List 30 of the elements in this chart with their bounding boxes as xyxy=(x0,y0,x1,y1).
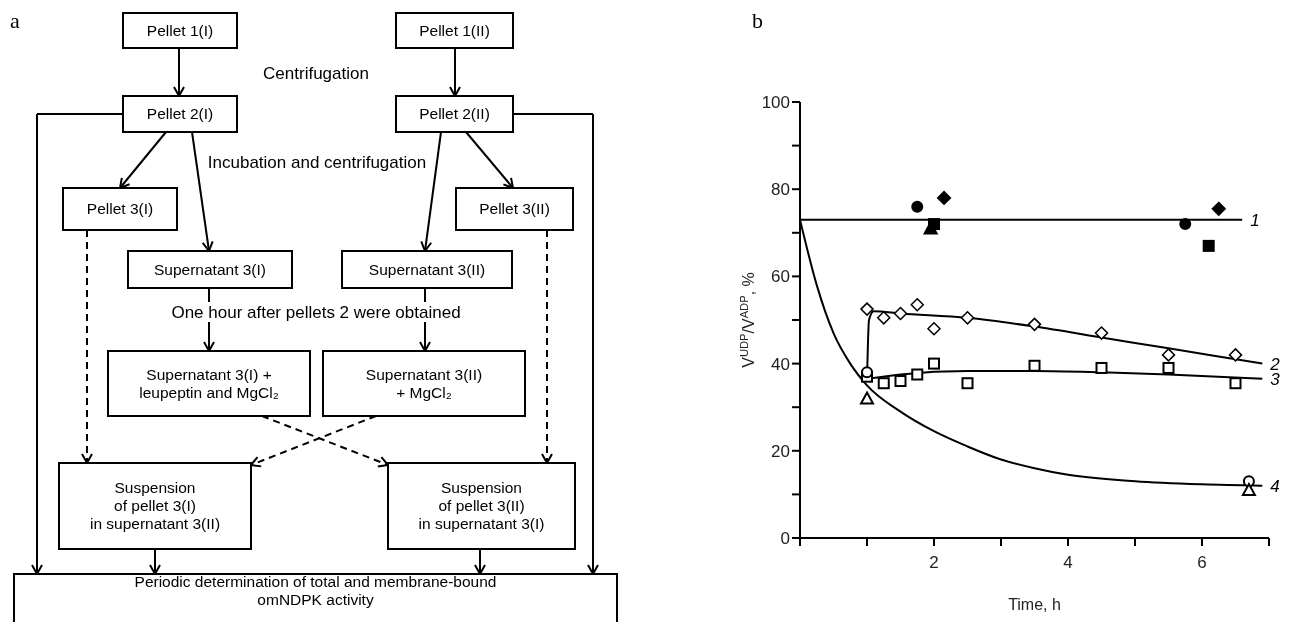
x-tick-label: 4 xyxy=(1063,553,1073,573)
series-label: 4 xyxy=(1270,476,1280,496)
text: Pellet 2(I) xyxy=(146,105,214,123)
text: Supernatant 3(I) xyxy=(153,260,267,278)
text: Pellet 1(I) xyxy=(146,21,214,39)
text: Supernatant 3(II) + MgCl₂ xyxy=(365,365,483,401)
x-tick-label: 2 xyxy=(929,553,939,573)
text: a xyxy=(10,8,20,33)
text: Pellet 2(II) xyxy=(419,105,490,123)
y-tick-label: 60 xyxy=(771,267,790,287)
text: Suspension of pellet 3(II) in supernatant 3(I) xyxy=(418,479,545,533)
text: Periodic determination of total and membrane-bound omNDPK activity xyxy=(134,573,497,609)
y-tick-label: 40 xyxy=(771,354,790,374)
x-axis-title: Time, h xyxy=(1008,596,1061,613)
text: Pellet 1(II) xyxy=(419,21,490,39)
text: Pellet 3(II) xyxy=(479,200,550,218)
text: Suspension of pellet 3(I) in supernatant 3(II) xyxy=(89,479,221,533)
y-tick-label: 20 xyxy=(771,441,790,461)
text: Incubation and centrifugation xyxy=(207,153,427,172)
y-tick-label: 0 xyxy=(780,529,790,549)
x-tick-label: 6 xyxy=(1197,553,1207,573)
chart-title: b xyxy=(752,8,763,33)
text: Centrifugation xyxy=(263,64,369,83)
text: Pellet 3(I) xyxy=(86,200,154,218)
text: Supernatant 3(I) + leupeptin and MgCl₂ xyxy=(139,365,279,401)
y-tick-label: 80 xyxy=(771,180,790,200)
text: One hour after pellets 2 were obtained xyxy=(171,303,461,322)
y-tick-label: 100 xyxy=(761,93,790,113)
series-label: 1 xyxy=(1250,210,1260,230)
text: Supernatant 3(II) xyxy=(368,260,486,278)
